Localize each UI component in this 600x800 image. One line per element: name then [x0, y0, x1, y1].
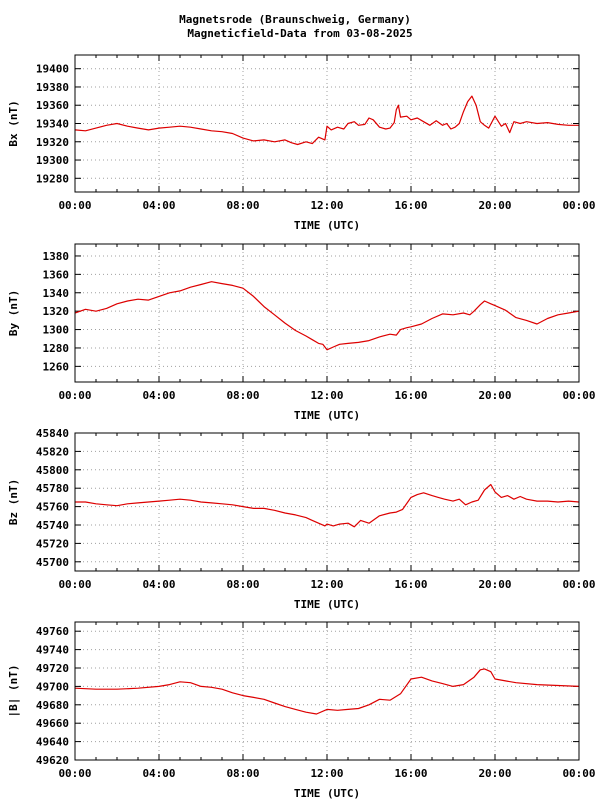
y-tick-label: 49720 [36, 662, 69, 675]
x-tick-label: 00:00 [58, 389, 91, 402]
y-tick-label: 49680 [36, 699, 69, 712]
y-tick-label: 19400 [36, 63, 69, 76]
chart-panel-4: 49620 49640 49660 49680 49700 49720 49740 49760… [7, 621, 596, 800]
y-tick-label: 1280 [43, 342, 70, 355]
y-tick-label: 19380 [36, 81, 69, 94]
x-tick-label: 08:00 [226, 767, 259, 780]
x-tick-label: 00:00 [562, 767, 595, 780]
x-tick-label: 00:00 [562, 199, 595, 212]
series-line [74, 95, 579, 146]
y-axis-label: By (nT) [7, 290, 20, 336]
chart-panel-2: 1260 1280 1300 1320 1340 1360 1380 00:00 04:00 08… [7, 243, 596, 422]
x-tick-label: 16:00 [394, 389, 427, 402]
x-tick-label: 20:00 [478, 578, 511, 591]
x-tick-label: 00:00 [562, 578, 595, 591]
y-tick-label: 19340 [36, 118, 69, 131]
x-axis-label: TIME (UTC) [294, 409, 360, 422]
chart-panel-1: 19280 19300 19320 19340 19360 19380 19400 00:00… [7, 54, 596, 232]
y-tick-label: 45700 [36, 556, 69, 569]
series-line [74, 668, 580, 715]
y-axis-label: |B| (nT) [7, 665, 20, 718]
y-tick-label: 45780 [36, 482, 69, 495]
y-tick-label: 45720 [36, 537, 69, 550]
chart-title-line2: Magneticfield-Data from 03-08-2025 [187, 27, 413, 40]
y-tick-label: 45760 [36, 501, 69, 514]
y-tick-label: 49660 [36, 717, 69, 730]
y-tick-label: 49700 [36, 680, 69, 693]
plot-frame [74, 54, 580, 193]
x-tick-label: 04:00 [142, 767, 175, 780]
chart-panel-3: 45700 45720 45740 45760 45780 45800 45820 45840… [7, 427, 596, 611]
y-tick-label: 1260 [43, 360, 70, 373]
x-tick-label: 12:00 [310, 578, 343, 591]
x-axis-label: TIME (UTC) [294, 219, 360, 232]
x-axis-label: TIME (UTC) [294, 598, 360, 611]
y-tick-label: 45820 [36, 445, 69, 458]
y-tick-label: 19300 [36, 154, 69, 167]
y-tick-label: 49760 [36, 625, 69, 638]
y-tick-label: 1380 [43, 250, 70, 263]
x-tick-label: 04:00 [142, 199, 175, 212]
y-tick-label: 1340 [43, 287, 70, 300]
y-tick-label: 45800 [36, 464, 69, 477]
x-tick-label: 04:00 [142, 578, 175, 591]
x-tick-label: 20:00 [478, 767, 511, 780]
y-tick-label: 1320 [43, 305, 70, 318]
plot-frame [74, 432, 580, 572]
x-tick-label: 16:00 [394, 199, 427, 212]
x-tick-label: 00:00 [58, 578, 91, 591]
y-axis-label: Bz (nT) [7, 479, 20, 525]
y-tick-label: 49640 [36, 736, 69, 749]
x-tick-label: 12:00 [310, 199, 343, 212]
y-tick-label: 45740 [36, 519, 69, 532]
x-tick-label: 08:00 [226, 389, 259, 402]
x-tick-label: 16:00 [394, 767, 427, 780]
chart-title-line1: Magnetsrode (Braunschweig, Germany) [179, 13, 411, 26]
series-line [75, 483, 580, 528]
x-tick-label: 12:00 [310, 389, 343, 402]
x-tick-label: 08:00 [226, 578, 259, 591]
y-tick-label: 49740 [36, 644, 69, 657]
y-tick-label: 19320 [36, 136, 69, 149]
x-tick-label: 04:00 [142, 389, 175, 402]
series-line [74, 281, 580, 351]
plot-frame [74, 621, 580, 761]
y-tick-label: 49620 [36, 754, 69, 767]
x-tick-label: 20:00 [478, 199, 511, 212]
x-axis-label: TIME (UTC) [294, 787, 360, 800]
y-tick-label: 45840 [36, 427, 69, 440]
y-axis-label: Bx (nT) [7, 100, 20, 146]
x-tick-label: 00:00 [58, 767, 91, 780]
x-tick-label: 00:00 [58, 199, 91, 212]
plot-frame [74, 243, 580, 383]
y-tick-label: 1300 [43, 324, 70, 337]
x-tick-label: 16:00 [394, 578, 427, 591]
x-tick-label: 20:00 [478, 389, 511, 402]
y-tick-label: 19360 [36, 99, 69, 112]
y-tick-label: 19280 [36, 172, 69, 185]
x-tick-label: 08:00 [226, 199, 259, 212]
x-tick-label: 00:00 [562, 389, 595, 402]
x-tick-label: 12:00 [310, 767, 343, 780]
y-tick-label: 1360 [43, 268, 70, 281]
